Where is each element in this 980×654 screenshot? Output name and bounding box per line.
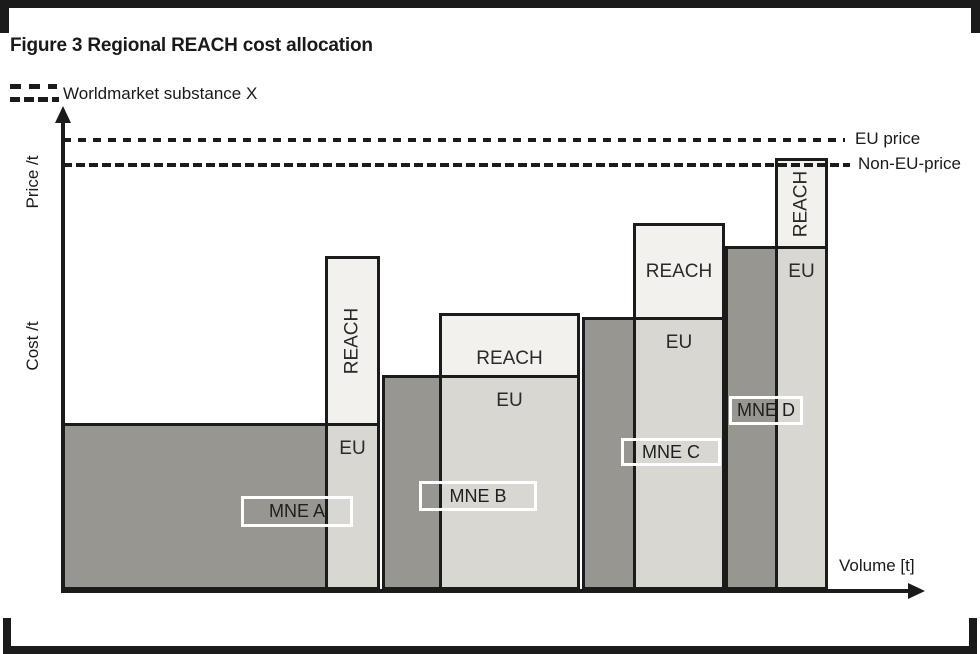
eu-price-line xyxy=(63,138,845,142)
reach-segment-label: REACH xyxy=(442,316,577,375)
bar-mne-d-reach-segment: REACH xyxy=(775,158,828,249)
reach-segment-label-text: REACH xyxy=(476,348,543,369)
reach-segment-label: REACH xyxy=(778,161,825,246)
eu-segment-label: EU xyxy=(339,438,366,459)
mne-label-box-d: MNE D xyxy=(729,396,803,425)
bar-mne-d-non-eu-segment xyxy=(725,246,778,590)
y-axis-line xyxy=(61,118,65,592)
reach-segment-label: REACH xyxy=(636,226,722,317)
frame-bottom-right-tick xyxy=(969,618,977,654)
mne-label-box-c: MNE C xyxy=(621,438,721,466)
frame-bottom-left-tick xyxy=(3,618,11,654)
bar-mne-d-eu-segment: EU xyxy=(775,246,828,590)
y-axis-lower-label: Cost /t xyxy=(23,321,42,371)
bar-mne-a-reach-segment: REACH xyxy=(325,256,380,426)
x-axis-line xyxy=(61,589,911,593)
bar-mne-c-reach-segment: REACH xyxy=(633,223,725,320)
plot-area: EU REACH MNE A EU REACH MNE B EU REACH MNE C EU RE… xyxy=(62,115,932,590)
non-eu-price-line xyxy=(63,163,850,167)
eu-segment-label: EU xyxy=(665,332,693,353)
legend-dashed-line-icon xyxy=(10,97,59,102)
eu-segment-label: EU xyxy=(496,390,523,411)
figure-title: Figure 3 Regional REACH cost allocation xyxy=(10,35,373,56)
bar-mne-c-non-eu-segment xyxy=(582,317,636,590)
x-axis-label: Volume [t] xyxy=(839,556,915,575)
legend-label: Worldmarket substance X xyxy=(63,84,258,103)
mne-label-box-b: MNE B xyxy=(419,481,537,511)
reach-segment-label-text: REACH xyxy=(790,170,812,237)
reach-segment-label: REACH xyxy=(328,259,377,423)
y-axis-upper-label: Price /t xyxy=(23,155,42,209)
y-axis-arrow-icon xyxy=(55,106,71,123)
x-axis-arrow-icon xyxy=(908,582,925,599)
bar-mne-b-reach-segment: REACH xyxy=(439,313,580,378)
reach-segment-label-text: REACH xyxy=(341,307,363,375)
non-eu-price-label: Non-EU-price xyxy=(858,154,961,173)
frame-top-right-tick xyxy=(971,0,980,33)
bar-mne-a-non-eu-segment xyxy=(62,423,328,590)
bar-mne-c-eu-segment: EU xyxy=(633,317,725,590)
eu-price-label: EU price xyxy=(855,129,921,148)
frame-bottom-border xyxy=(3,646,977,654)
frame-top-border xyxy=(0,0,980,8)
reach-segment-label-text: REACH xyxy=(645,260,713,282)
eu-segment-label: EU xyxy=(788,261,815,282)
mne-label-box-a: MNE A xyxy=(241,496,353,527)
legend-dashed-line-icon xyxy=(10,84,57,89)
frame-top-left-tick xyxy=(0,0,9,33)
